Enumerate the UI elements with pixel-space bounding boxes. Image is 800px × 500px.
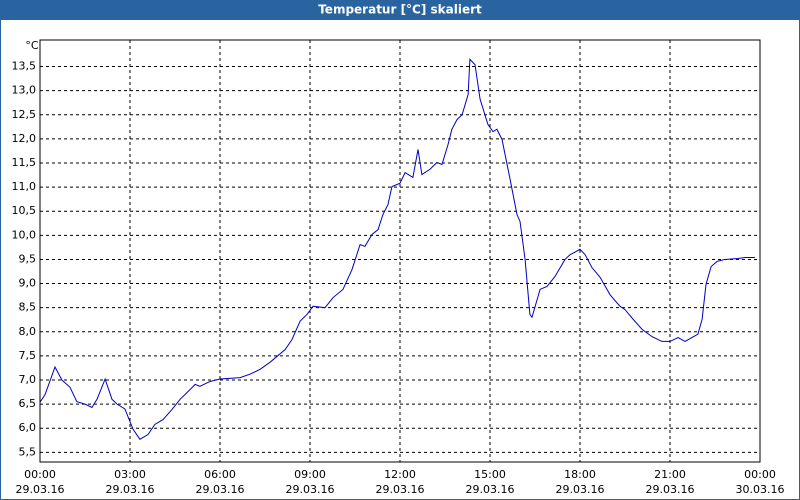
x-tick-label: 18:00 (564, 468, 596, 481)
y-tick-label: 10,5 (12, 204, 37, 217)
y-tick-label: 13,5 (12, 60, 37, 73)
x-tick-label: 03:00 (114, 468, 146, 481)
x-tick-label: 12:00 (384, 468, 416, 481)
x-tick-date: 30.03.16 (736, 483, 785, 496)
x-tick-date: 29.03.16 (16, 483, 65, 496)
title-bar (0, 0, 800, 20)
y-tick-label: 8,5 (19, 301, 37, 314)
chart-title: Temperatur [°C] skaliert (318, 3, 482, 17)
y-tick-label: 8,0 (19, 325, 37, 338)
y-tick-label: 6,5 (19, 397, 37, 410)
x-tick-date: 29.03.16 (106, 483, 155, 496)
y-tick-label: 9,0 (19, 277, 37, 290)
y-tick-label: 13,0 (12, 84, 37, 97)
y-tick-label: 10,0 (12, 228, 37, 241)
y-tick-label: 6,0 (19, 421, 37, 434)
y-tick-label: 9,5 (19, 252, 37, 265)
x-tick-date: 29.03.16 (376, 483, 425, 496)
y-tick-label: 7,0 (19, 373, 37, 386)
x-tick-date: 29.03.16 (556, 483, 605, 496)
y-tick-label: 11,0 (12, 180, 37, 193)
x-tick-label: 09:00 (294, 468, 326, 481)
y-axis-label: °C (25, 39, 39, 52)
y-tick-label: 11,5 (12, 156, 37, 169)
y-tick-label: 12,0 (12, 132, 37, 145)
x-tick-date: 29.03.16 (646, 483, 695, 496)
x-tick-label: 21:00 (654, 468, 686, 481)
x-tick-label: 00:00 (24, 468, 56, 481)
x-tick-date: 29.03.16 (196, 483, 245, 496)
x-tick-date: 29.03.16 (466, 483, 515, 496)
plot-border (39, 39, 761, 463)
x-tick-label: 00:00 (744, 468, 776, 481)
y-tick-label: 12,5 (12, 108, 37, 121)
y-tick-label: 5,5 (19, 445, 37, 458)
x-tick-date: 29.03.16 (286, 483, 335, 496)
x-tick-label: 15:00 (474, 468, 506, 481)
x-tick-label: 06:00 (204, 468, 236, 481)
y-tick-label: 7,5 (19, 349, 37, 362)
data-line (39, 58, 755, 441)
